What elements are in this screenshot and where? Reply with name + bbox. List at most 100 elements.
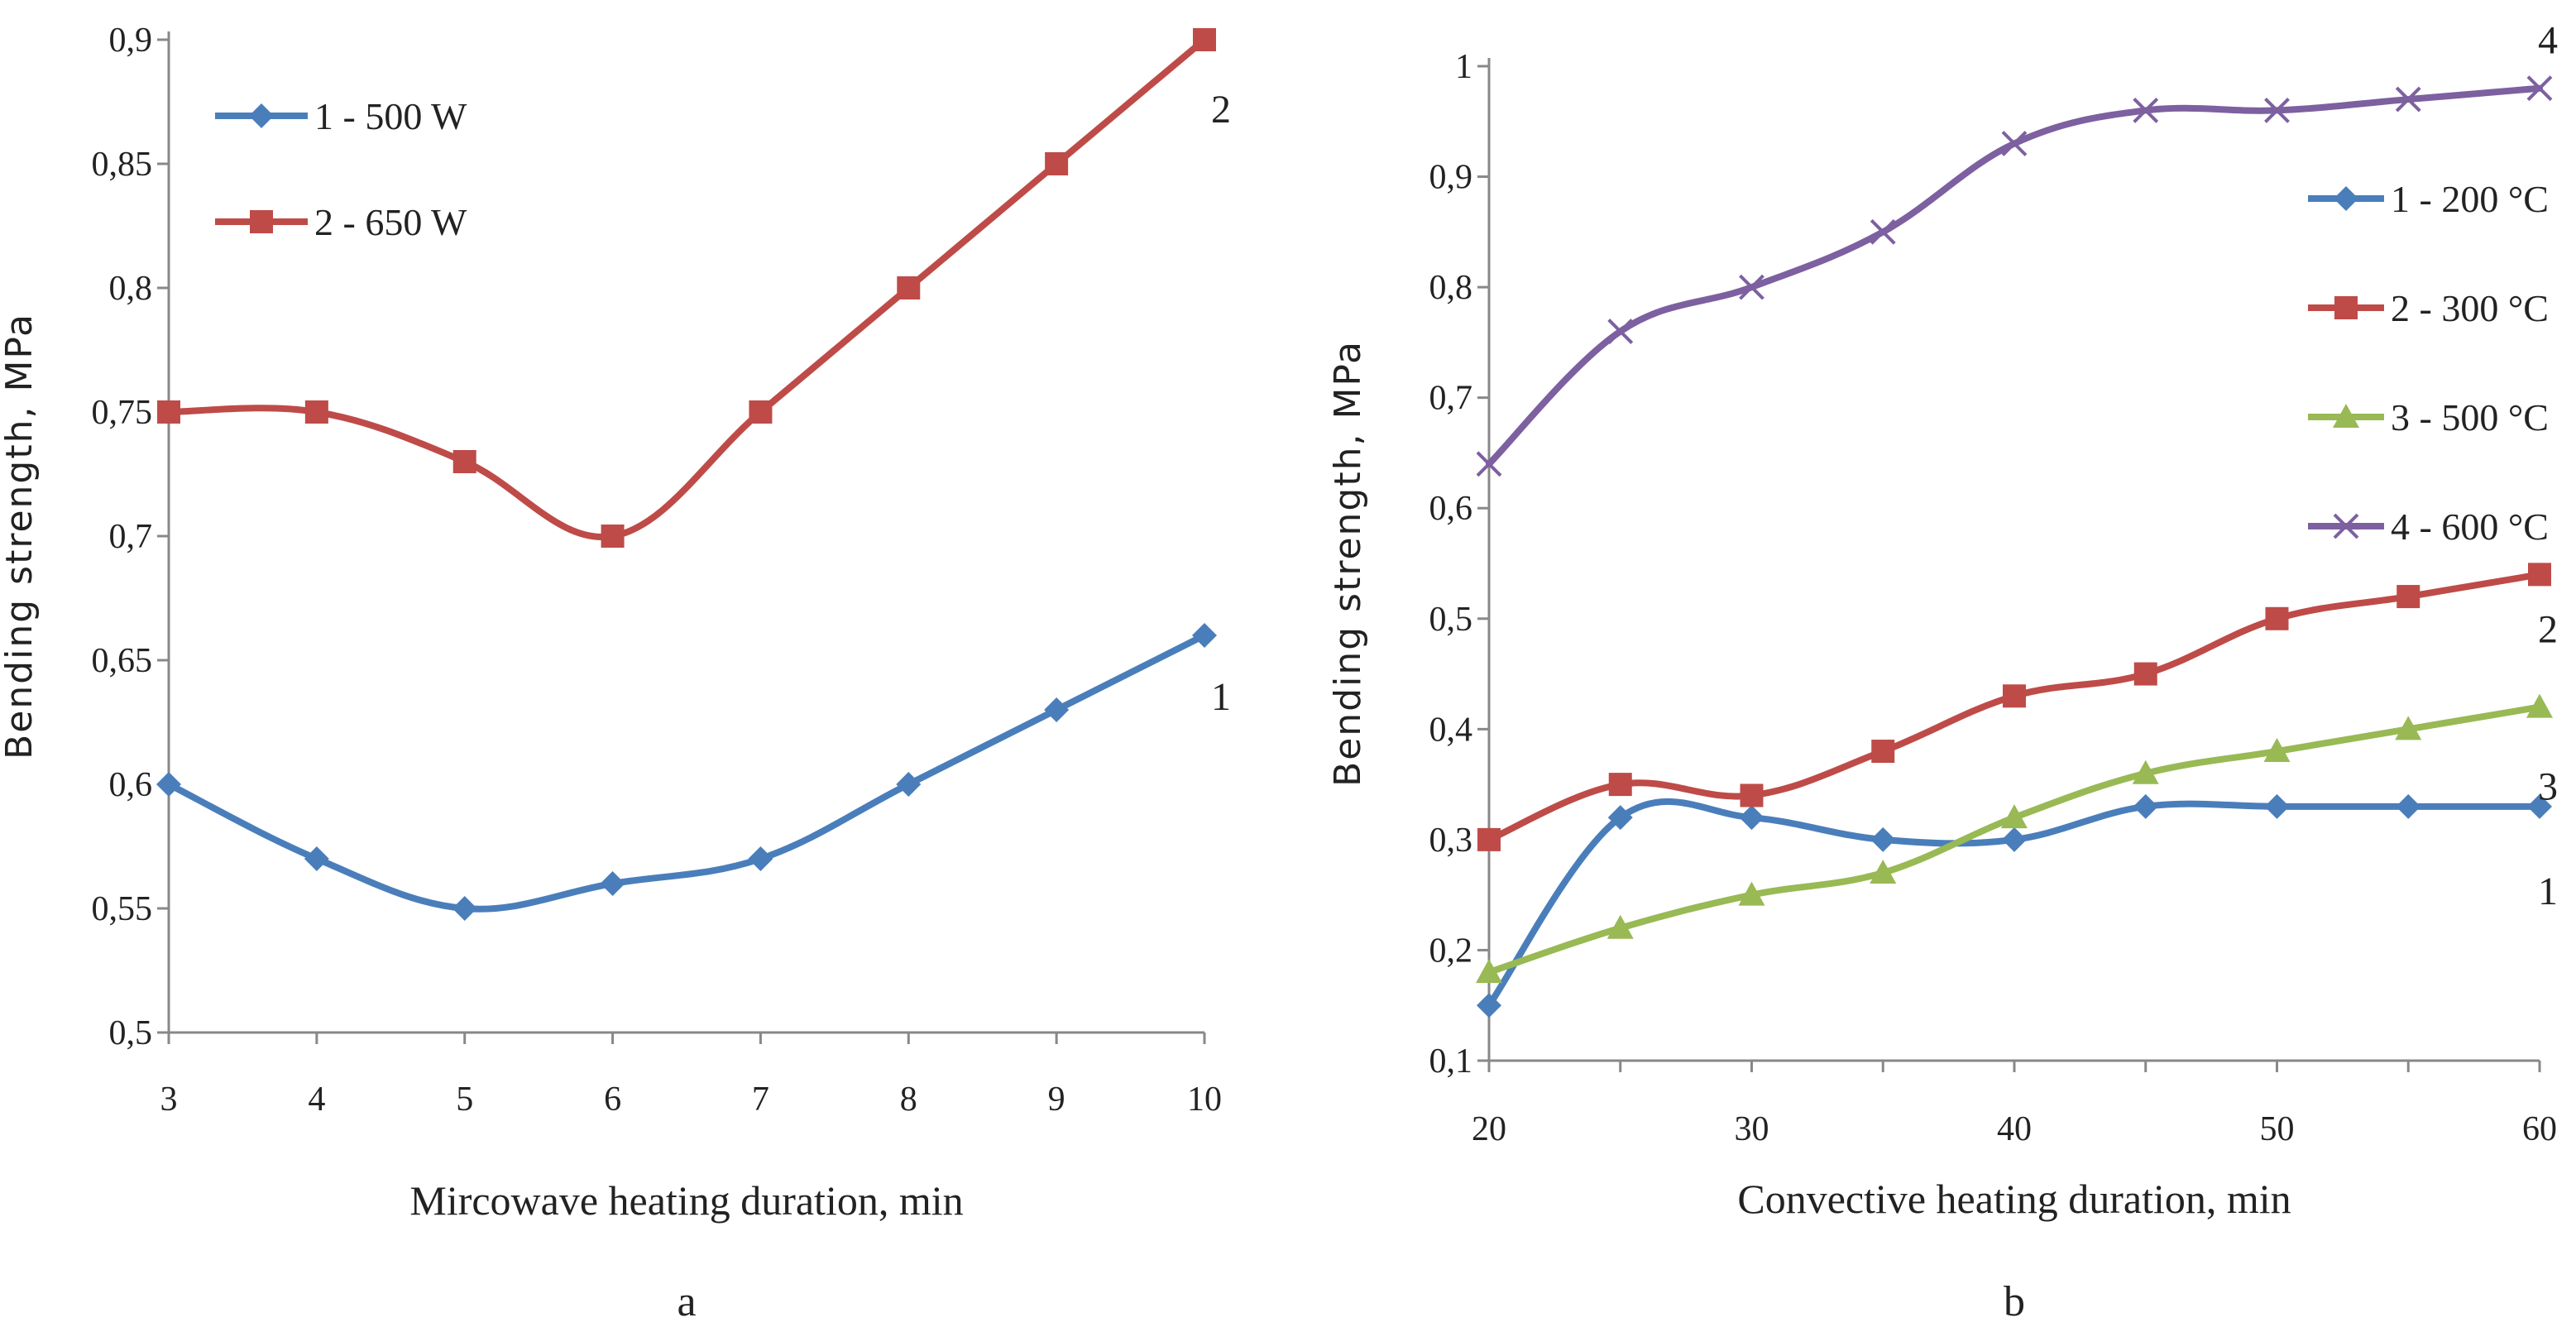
legend-marker-stroke bbox=[2333, 513, 2359, 539]
series-end-label: 3 bbox=[2538, 765, 2558, 809]
y-tick-label: 0,5 bbox=[1429, 601, 1473, 639]
panel-label: b bbox=[2004, 1278, 2025, 1325]
series-end-label: 2 bbox=[2538, 607, 2558, 651]
data-point bbox=[157, 400, 180, 424]
y-axis-title: Bending strength, MPa bbox=[1327, 340, 1369, 787]
data-point bbox=[156, 772, 181, 797]
series-end-label: 4 bbox=[2538, 19, 2558, 63]
series-end-label: 1 bbox=[2538, 870, 2558, 913]
data-point bbox=[2396, 793, 2421, 819]
x-axis-title: Convective heating duration, min bbox=[1737, 1176, 2291, 1222]
y-tick-label: 0,6 bbox=[109, 766, 153, 804]
data-point bbox=[1738, 881, 1765, 906]
data-point bbox=[1045, 152, 1069, 175]
x-tick-label: 10 bbox=[1187, 1080, 1222, 1119]
series-4: 4 bbox=[1476, 19, 2558, 477]
legend: 1 - 200 °C 2 - 300 °C 3 - 500 °C 4 - 600 °C bbox=[2308, 178, 2549, 548]
legend-item: 4 - 600 °C bbox=[2308, 505, 2549, 548]
legend-item: 3 - 500 °C bbox=[2308, 396, 2549, 438]
y-tick-label: 0,4 bbox=[1429, 711, 1473, 749]
data-point bbox=[1870, 218, 1896, 245]
legend-marker bbox=[2333, 404, 2359, 428]
data-point bbox=[1739, 805, 1764, 831]
data-point bbox=[1607, 805, 1633, 831]
data-point bbox=[748, 846, 773, 871]
legend-label: 3 - 500 °C bbox=[2391, 396, 2549, 438]
data-point-stroke bbox=[2526, 75, 2553, 102]
data-point bbox=[2002, 827, 2027, 852]
x-tick-label: 8 bbox=[900, 1080, 917, 1119]
legend-marker bbox=[250, 210, 273, 233]
legend-item: 2 - 300 °C bbox=[2308, 287, 2549, 329]
legend-label: 2 - 650 W bbox=[314, 201, 467, 243]
x-tick-label: 50 bbox=[2260, 1110, 2295, 1148]
data-point bbox=[1193, 28, 1216, 51]
data-point-stroke bbox=[2133, 98, 2159, 123]
data-point bbox=[1870, 859, 1897, 884]
legend-item: 2 - 650 W bbox=[215, 201, 467, 243]
y-tick-label: 0,9 bbox=[1429, 159, 1473, 197]
data-point bbox=[1476, 451, 1502, 477]
data-point bbox=[1607, 319, 1634, 344]
series-end-label: 2 bbox=[1211, 88, 1231, 132]
data-point bbox=[2263, 738, 2291, 763]
data-point bbox=[1740, 783, 1764, 807]
data-point bbox=[2133, 662, 2157, 686]
data-point bbox=[1739, 274, 1764, 300]
data-point bbox=[896, 772, 922, 797]
legend-label: 2 - 300 °C bbox=[2391, 287, 2549, 329]
data-point bbox=[304, 400, 328, 424]
y-tick-label: 0,7 bbox=[1429, 380, 1473, 418]
panel-label: a bbox=[677, 1278, 696, 1325]
data-point bbox=[1870, 827, 1896, 852]
data-point-stroke bbox=[2395, 86, 2421, 113]
data-point bbox=[2527, 793, 2552, 819]
x-tick-label: 6 bbox=[604, 1080, 621, 1119]
series-2: 2 bbox=[1477, 563, 2558, 851]
data-point bbox=[1477, 827, 1501, 851]
data-point bbox=[2003, 684, 2026, 708]
data-point bbox=[1871, 740, 1895, 764]
chart-a: 0,5 0,55 0,6 0,65 0,7 0,75 0,8 0,85 0,9 3 4 5 6 7 8 9 10… bbox=[0, 22, 1231, 1325]
data-point bbox=[2528, 563, 2551, 587]
data-point bbox=[2265, 606, 2289, 630]
legend-item: 1 - 500 W bbox=[215, 95, 467, 137]
y-tick-label: 0,5 bbox=[109, 1014, 153, 1052]
legend-marker bbox=[2334, 186, 2358, 211]
series-2: 2 bbox=[157, 28, 1231, 548]
legend-marker bbox=[249, 103, 274, 128]
series-3: 3 bbox=[1476, 693, 2558, 984]
x-tick-label: 9 bbox=[1048, 1080, 1065, 1119]
data-point bbox=[2133, 793, 2158, 819]
legend-item: 1 - 200 °C bbox=[2308, 178, 2549, 220]
data-point bbox=[2001, 131, 2028, 156]
legend: 1 - 500 W 2 - 650 W bbox=[215, 95, 467, 243]
y-tick-label: 0,55 bbox=[92, 890, 153, 928]
x-axis-title: Mircowave heating duration, min bbox=[409, 1177, 963, 1224]
chart-b: 0,1 0,2 0,3 0,4 0,5 0,6 0,7 0,8 0,9 1 20 30 40 50 60 Co… bbox=[1327, 19, 2558, 1325]
y-tick-label: 0,75 bbox=[92, 394, 153, 432]
data-point bbox=[1606, 914, 1634, 939]
data-point-stroke bbox=[2264, 98, 2290, 123]
series-1: 1 bbox=[1477, 793, 2558, 1018]
legend-label: 1 - 200 °C bbox=[2391, 178, 2549, 220]
x-tick-label: 60 bbox=[2522, 1110, 2557, 1148]
data-point bbox=[452, 450, 476, 473]
y-tick-label: 0,3 bbox=[1429, 822, 1473, 860]
data-point bbox=[601, 525, 625, 548]
legend-marker bbox=[2333, 513, 2359, 539]
y-axis-title: Bending strength, MPa bbox=[0, 313, 41, 759]
x-tick-label: 5 bbox=[456, 1080, 473, 1119]
data-point bbox=[304, 846, 329, 871]
data-point bbox=[2001, 804, 2028, 829]
data-point bbox=[2133, 98, 2159, 123]
x-tick-label: 3 bbox=[160, 1080, 178, 1119]
data-point bbox=[2526, 75, 2553, 102]
data-point-stroke bbox=[1870, 218, 1896, 245]
y-tick-label: 0,6 bbox=[1429, 490, 1473, 528]
y-tick-label: 0,8 bbox=[109, 270, 153, 308]
data-point bbox=[2395, 716, 2422, 740]
data-point bbox=[2395, 86, 2421, 113]
data-point bbox=[1476, 959, 1502, 984]
